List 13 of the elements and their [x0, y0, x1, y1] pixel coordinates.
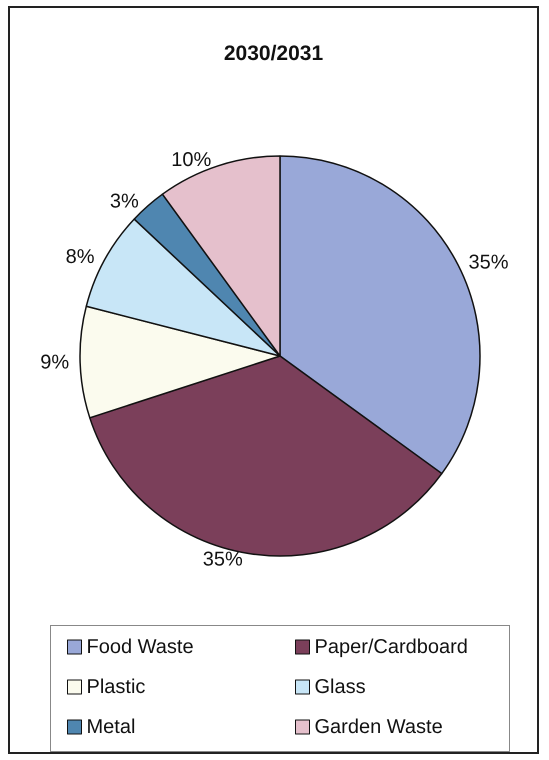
data-label: 3% — [110, 190, 139, 212]
legend-label: Food Waste — [86, 636, 194, 658]
data-label: 35% — [468, 251, 509, 274]
legend-label: Plastic — [86, 676, 146, 698]
data-label: 10% — [171, 149, 212, 172]
chart-title: 2030/2031 — [224, 42, 324, 65]
legend-label: Garden Waste — [314, 716, 443, 738]
legend-label: Paper/Cardboard — [314, 636, 468, 658]
legend-label: Glass — [314, 676, 366, 698]
data-label: 8% — [66, 246, 95, 268]
legend-label: Metal — [86, 716, 136, 738]
data-label: 9% — [40, 351, 70, 374]
data-label: 35% — [202, 548, 243, 570]
